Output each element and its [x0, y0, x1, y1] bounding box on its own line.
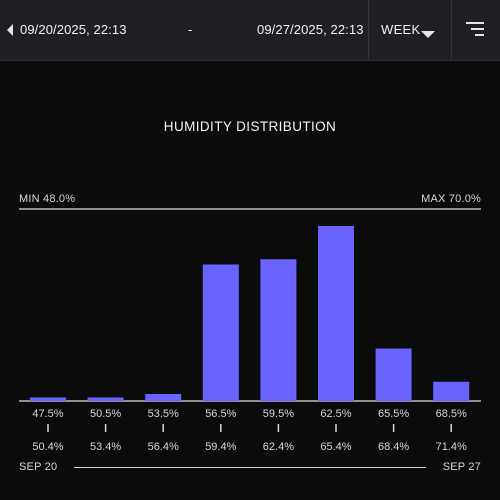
- filter-menu-button[interactable]: [452, 0, 500, 60]
- tick-label-from: 62.5%: [320, 408, 351, 420]
- tick-label-from: 59.5%: [263, 408, 294, 420]
- tick-label-to: 65.4%: [320, 441, 351, 453]
- divider: [368, 0, 369, 60]
- tick-label-to: 59.4%: [205, 441, 236, 453]
- tick-label-to: 62.4%: [263, 441, 294, 453]
- bar: [260, 259, 297, 401]
- bar: [30, 397, 66, 401]
- chart-title: HUMIDITY DISTRIBUTION: [163, 119, 337, 134]
- tick-label-from: 56.5%: [205, 408, 236, 420]
- timeline-line: [74, 467, 426, 468]
- tick-label-from: 47.5%: [32, 408, 63, 420]
- tick-label-to: 53.4%: [90, 441, 121, 453]
- top-bar: 09/20/2025, 22:13 - 09/27/2025, 22:13 WE…: [0, 0, 500, 61]
- max-label: MAX 70.0%: [421, 193, 481, 205]
- bar: [145, 394, 182, 401]
- range-separator: -: [188, 22, 193, 37]
- tick-label-to: 71.4%: [436, 441, 467, 453]
- footer-end-date: SEP 27: [442, 461, 481, 473]
- tick-label-to: 50.4%: [32, 441, 63, 453]
- tick-label-from: 50.5%: [90, 408, 121, 420]
- tick-label-from: 65.5%: [378, 408, 409, 420]
- chevron-left-icon[interactable]: [4, 20, 20, 40]
- bar: [87, 397, 124, 401]
- start-datetime[interactable]: 09/20/2025, 22:13: [20, 22, 127, 37]
- bar: [318, 226, 354, 401]
- footer-start-date: SEP 20: [19, 461, 58, 473]
- tick-label-from: 53.5%: [148, 408, 179, 420]
- bar: [375, 348, 412, 401]
- min-label: MIN 48.0%: [19, 193, 76, 205]
- divider: [451, 0, 452, 60]
- tick-label-from: 68.5%: [436, 408, 467, 420]
- tick-label-to: 68.4%: [378, 441, 409, 453]
- period-dropdown[interactable]: WEEK: [369, 0, 451, 60]
- bar: [433, 381, 470, 401]
- filter-menu-icon: [466, 22, 484, 36]
- bar: [202, 264, 239, 401]
- caret-down-icon: [421, 26, 435, 44]
- period-label: WEEK: [381, 22, 421, 37]
- tick-label-to: 56.4%: [148, 441, 179, 453]
- end-datetime[interactable]: 09/27/2025, 22:13: [257, 22, 364, 37]
